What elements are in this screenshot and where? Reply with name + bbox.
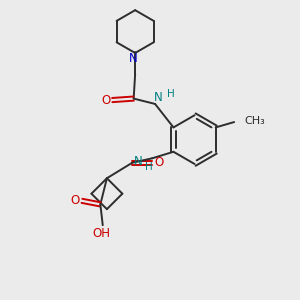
Text: H: H (167, 88, 174, 98)
Text: H: H (145, 162, 152, 172)
Text: O: O (154, 156, 164, 169)
Text: OH: OH (92, 227, 110, 240)
Text: O: O (101, 94, 110, 106)
Text: CH₃: CH₃ (244, 116, 265, 126)
Text: N: N (134, 155, 142, 168)
Text: O: O (71, 194, 80, 207)
Text: N: N (154, 91, 163, 104)
Text: N: N (128, 52, 137, 65)
